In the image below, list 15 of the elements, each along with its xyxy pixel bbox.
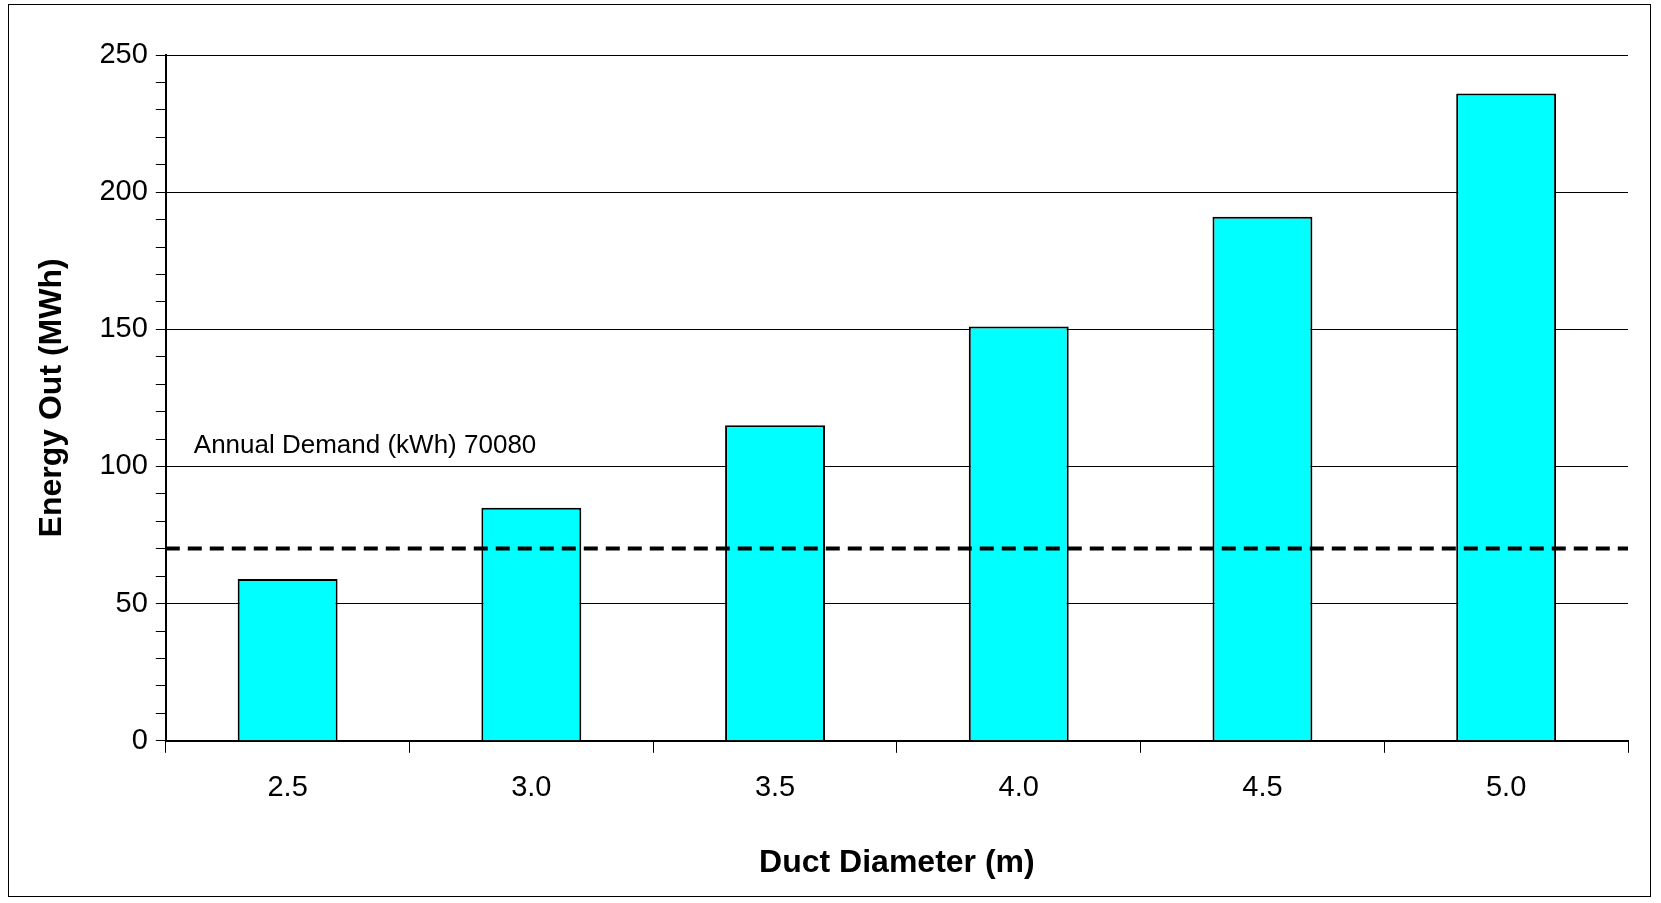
- x-tick-label: 5.0: [1485, 770, 1527, 803]
- y-tick-label: 250: [99, 37, 148, 69]
- x-tick-label: 3.5: [754, 770, 796, 803]
- y-axis-title: Energy Out (MWh): [32, 258, 69, 538]
- y-tick-label: 200: [99, 174, 148, 207]
- x-tick-label: 4.5: [1242, 770, 1283, 803]
- y-tick-label: 0: [131, 722, 148, 755]
- ref-line-label: Annual Demand (kWh) 70080: [193, 428, 537, 459]
- y-tick-label: 100: [99, 448, 148, 481]
- x-tick-label: 2.5: [267, 770, 308, 803]
- x-tick-label: 3.0: [511, 770, 552, 803]
- x-tick-label: 4.0: [998, 770, 1039, 803]
- y-tick-label: 50: [115, 585, 148, 618]
- y-tick-label: 150: [99, 311, 148, 344]
- x-axis-title: Duct Diameter (m): [759, 842, 1035, 879]
